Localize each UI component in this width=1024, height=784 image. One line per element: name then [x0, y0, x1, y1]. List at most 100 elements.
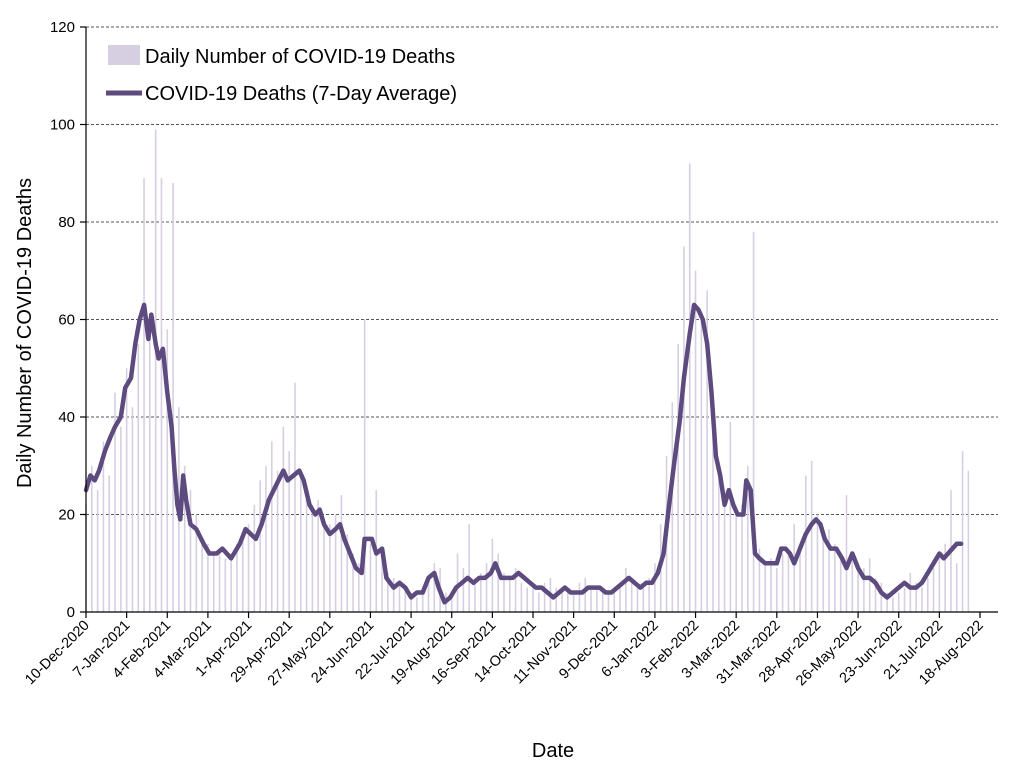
daily-deaths-bar-139: [892, 597, 894, 612]
daily-deaths-bar-79: [543, 582, 546, 612]
daily-deaths-bar-130: [839, 553, 842, 612]
daily-deaths-bar-81: [555, 587, 558, 612]
daily-deaths-bar-75: [520, 582, 523, 612]
daily-deaths-bar-140: [897, 592, 900, 612]
daily-deaths-bar-107: [706, 290, 708, 612]
y-tick-label-40: 40: [58, 409, 75, 426]
daily-deaths-bar-17: [183, 465, 186, 612]
daily-deaths-bar-126: [816, 514, 819, 612]
daily-deaths-bar-145: [926, 577, 929, 612]
y-tick-label-80: 80: [58, 214, 75, 231]
daily-deaths-bar-48: [363, 319, 366, 612]
daily-deaths-bar-31: [265, 465, 267, 612]
daily-deaths-bar-82: [561, 592, 563, 612]
daily-deaths-bar-22: [212, 553, 215, 612]
daily-deaths-bar-14: [166, 329, 169, 612]
daily-deaths-bar-133: [857, 563, 859, 612]
daily-deaths-bar-118: [770, 558, 772, 612]
daily-deaths-bar-90: [607, 592, 610, 612]
daily-deaths-bar-85: [578, 582, 581, 612]
daily-deaths-bar-59: [427, 577, 430, 612]
daily-deaths-bar-115: [752, 231, 755, 612]
daily-deaths-bar-97: [648, 577, 650, 612]
daily-deaths-bar-58: [421, 587, 424, 612]
daily-deaths-bar-54: [398, 582, 401, 612]
daily-deaths-bar-56: [410, 592, 412, 612]
daily-deaths-bar-151: [961, 451, 964, 612]
daily-deaths-bar-30: [259, 480, 261, 612]
daily-deaths-bar-4: [108, 475, 111, 612]
daily-deaths-bar-122: [793, 524, 796, 612]
daily-deaths-bar-74: [514, 568, 517, 612]
daily-deaths-bar-108: [712, 417, 714, 612]
daily-deaths-bar-63: [450, 597, 453, 612]
x-axis-title: Date: [532, 740, 574, 762]
daily-deaths-bar-119: [776, 568, 778, 612]
daily-deaths-bar-135: [868, 558, 871, 612]
daily-deaths-bar-142: [909, 573, 912, 612]
daily-deaths-bar-44: [340, 495, 343, 612]
daily-deaths-bar-18: [189, 490, 192, 612]
daily-deaths-bar-12: [154, 129, 157, 612]
daily-deaths-bar-131: [845, 495, 848, 612]
daily-deaths-bar-3: [102, 441, 105, 612]
legend-label-seven-day-average: COVID-19 Deaths (7-Day Average): [145, 83, 457, 105]
daily-deaths-bar-132: [851, 553, 854, 612]
y-axis-title: Daily Number of COVID-19 Deaths: [14, 178, 36, 488]
daily-deaths-bar-152: [967, 470, 970, 612]
daily-deaths-bar-88: [596, 587, 598, 612]
y-tick-label-20: 20: [58, 507, 75, 524]
daily-deaths-bar-128: [828, 529, 830, 612]
y-tick-label-120: 120: [50, 19, 75, 36]
daily-deaths-bar-37: [299, 475, 302, 612]
daily-deaths-bar-45: [346, 534, 349, 612]
daily-deaths-bar-1: [91, 465, 93, 612]
daily-deaths-bar-124: [805, 475, 807, 612]
daily-deaths-bar-106: [700, 319, 703, 612]
daily-deaths-bar-78: [538, 592, 540, 612]
daily-deaths-bar-34: [282, 426, 285, 612]
daily-deaths-bar-52: [387, 573, 389, 612]
daily-deaths-bar-28: [247, 524, 250, 612]
daily-deaths-bar-2: [96, 490, 99, 612]
daily-deaths-bar-71: [497, 553, 499, 612]
daily-deaths-bar-9: [137, 343, 140, 612]
daily-deaths-bar-67: [474, 577, 476, 612]
daily-deaths-bar-5: [114, 392, 116, 612]
daily-deaths-bar-89: [601, 592, 604, 612]
daily-deaths-bar-137: [880, 582, 883, 612]
y-tick-labels: 0 20 40 60 80 100 120: [50, 19, 75, 621]
daily-deaths-bar-64: [456, 553, 459, 612]
daily-deaths-bar-47: [358, 563, 360, 612]
daily-deaths-bar-19: [195, 514, 198, 612]
daily-deaths-bar-116: [758, 548, 761, 612]
daily-deaths-bar-136: [874, 577, 877, 612]
daily-deaths-bar-110: [723, 490, 726, 612]
daily-deaths-bar-39: [311, 504, 314, 612]
y-tick-label-60: 60: [58, 312, 75, 329]
daily-deaths-bar-6: [120, 426, 122, 612]
daily-deaths-bar-68: [479, 573, 482, 612]
daily-deaths-bar-43: [334, 514, 337, 612]
daily-deaths-bar-104: [688, 163, 691, 612]
daily-deaths-bar-112: [735, 514, 737, 612]
daily-deaths-bar-36: [294, 382, 296, 612]
daily-deaths-bar-93: [625, 568, 627, 612]
daily-deaths-bar-98: [654, 563, 656, 612]
daily-deaths-bar-70: [491, 538, 494, 612]
daily-deaths-bar-121: [787, 548, 790, 612]
daily-deaths-bar-38: [305, 490, 308, 612]
daily-deaths-bar-147: [938, 553, 941, 612]
daily-deaths-bar-46: [352, 553, 354, 612]
daily-deaths-bar-8: [131, 407, 134, 612]
daily-deaths-bar-83: [567, 587, 569, 612]
daily-deaths-bar-102: [677, 343, 679, 612]
daily-deaths-bar-51: [381, 553, 383, 612]
daily-deaths-bar-94: [630, 582, 633, 612]
daily-deaths-bars: [85, 129, 970, 612]
daily-deaths-bar-141: [903, 587, 906, 612]
daily-deaths-bar-95: [636, 587, 639, 612]
axes: [80, 26, 998, 618]
daily-deaths-bar-49: [369, 543, 372, 612]
daily-deaths-bar-41: [323, 519, 325, 612]
